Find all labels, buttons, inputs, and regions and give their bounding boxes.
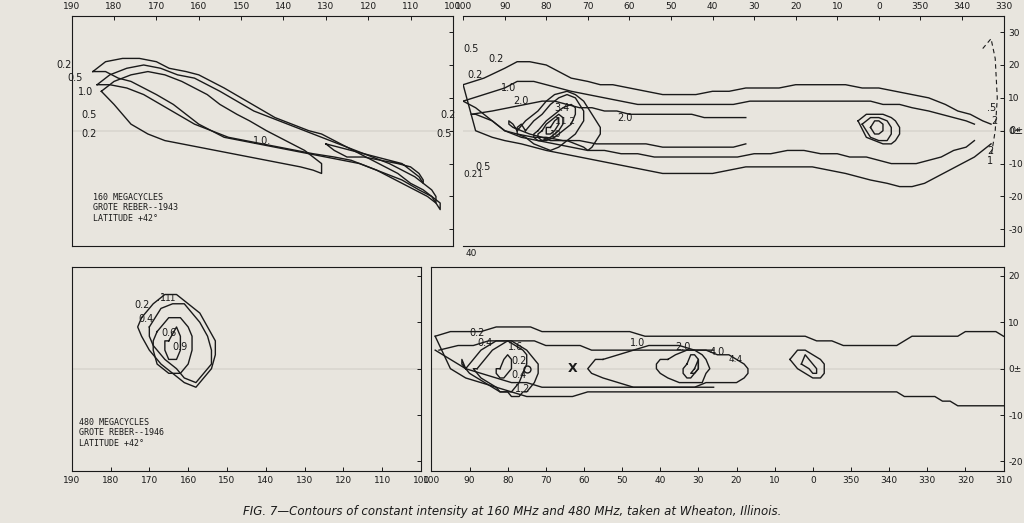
Text: 0.2: 0.2: [134, 300, 150, 311]
Text: 480 MEGACYCLES
GROTE REBER--1946
LATITUDE +42°: 480 MEGACYCLES GROTE REBER--1946 LATITUD…: [80, 418, 165, 448]
Text: 3.4: 3.4: [555, 103, 569, 113]
Text: 0.6: 0.6: [161, 328, 176, 338]
Text: 2.0: 2.0: [616, 113, 632, 123]
Text: 1.0: 1.0: [501, 83, 516, 93]
Text: 0.2: 0.2: [82, 129, 97, 139]
Text: 0.2: 0.2: [467, 70, 482, 80]
Text: 2.0: 2.0: [676, 342, 691, 352]
Text: 40: 40: [465, 249, 476, 258]
Text: 0.2: 0.2: [488, 54, 504, 64]
Text: 0.5: 0.5: [82, 110, 97, 120]
Text: .1: .1: [157, 293, 166, 303]
Text: 1.0: 1.0: [630, 337, 645, 347]
Text: 160 MEGACYCLES
GROTE REBER--1943
LATITUDE +42°: 160 MEGACYCLES GROTE REBER--1943 LATITUD…: [93, 193, 178, 223]
Text: 0.5: 0.5: [436, 129, 452, 139]
Text: 0.21: 0.21: [463, 170, 483, 179]
Text: 0.4: 0.4: [511, 370, 526, 380]
Text: 11 2: 11 2: [555, 117, 574, 126]
Text: 0.2: 0.2: [511, 356, 526, 366]
Text: 2.0: 2.0: [513, 96, 528, 106]
Text: X: X: [567, 362, 578, 375]
Text: 0.2: 0.2: [440, 110, 456, 120]
Text: 0.5: 0.5: [475, 162, 490, 172]
Text: FIG. 7—Contours of constant intensity at 160 MHz and 480 MHz, taken at Wheaton, : FIG. 7—Contours of constant intensity at…: [243, 505, 781, 518]
Text: 11: 11: [165, 294, 176, 303]
Text: 1.6: 1.6: [508, 342, 523, 352]
Text: 0±: 0±: [1009, 126, 1023, 136]
Text: 2: 2: [991, 116, 997, 126]
Text: 1.0.: 1.0.: [253, 136, 271, 146]
Text: 0.4: 0.4: [138, 314, 154, 324]
Text: 0.2: 0.2: [469, 328, 485, 338]
Text: 0.5: 0.5: [463, 44, 478, 54]
Text: 4.4: 4.4: [729, 355, 743, 363]
Text: 1: 1: [987, 155, 993, 166]
Text: 0.4: 0.4: [477, 337, 493, 347]
Text: .5: .5: [987, 103, 996, 113]
Text: 4.0: 4.0: [710, 347, 725, 357]
Text: 0.5: 0.5: [67, 73, 82, 84]
Text: 0.9: 0.9: [173, 342, 187, 352]
Text: 1.2: 1.2: [515, 384, 530, 394]
Text: 2: 2: [987, 146, 993, 156]
Text: 1.0: 1.0: [78, 87, 93, 97]
Text: 0.2: 0.2: [56, 60, 72, 70]
Text: 10: 10: [551, 130, 562, 139]
